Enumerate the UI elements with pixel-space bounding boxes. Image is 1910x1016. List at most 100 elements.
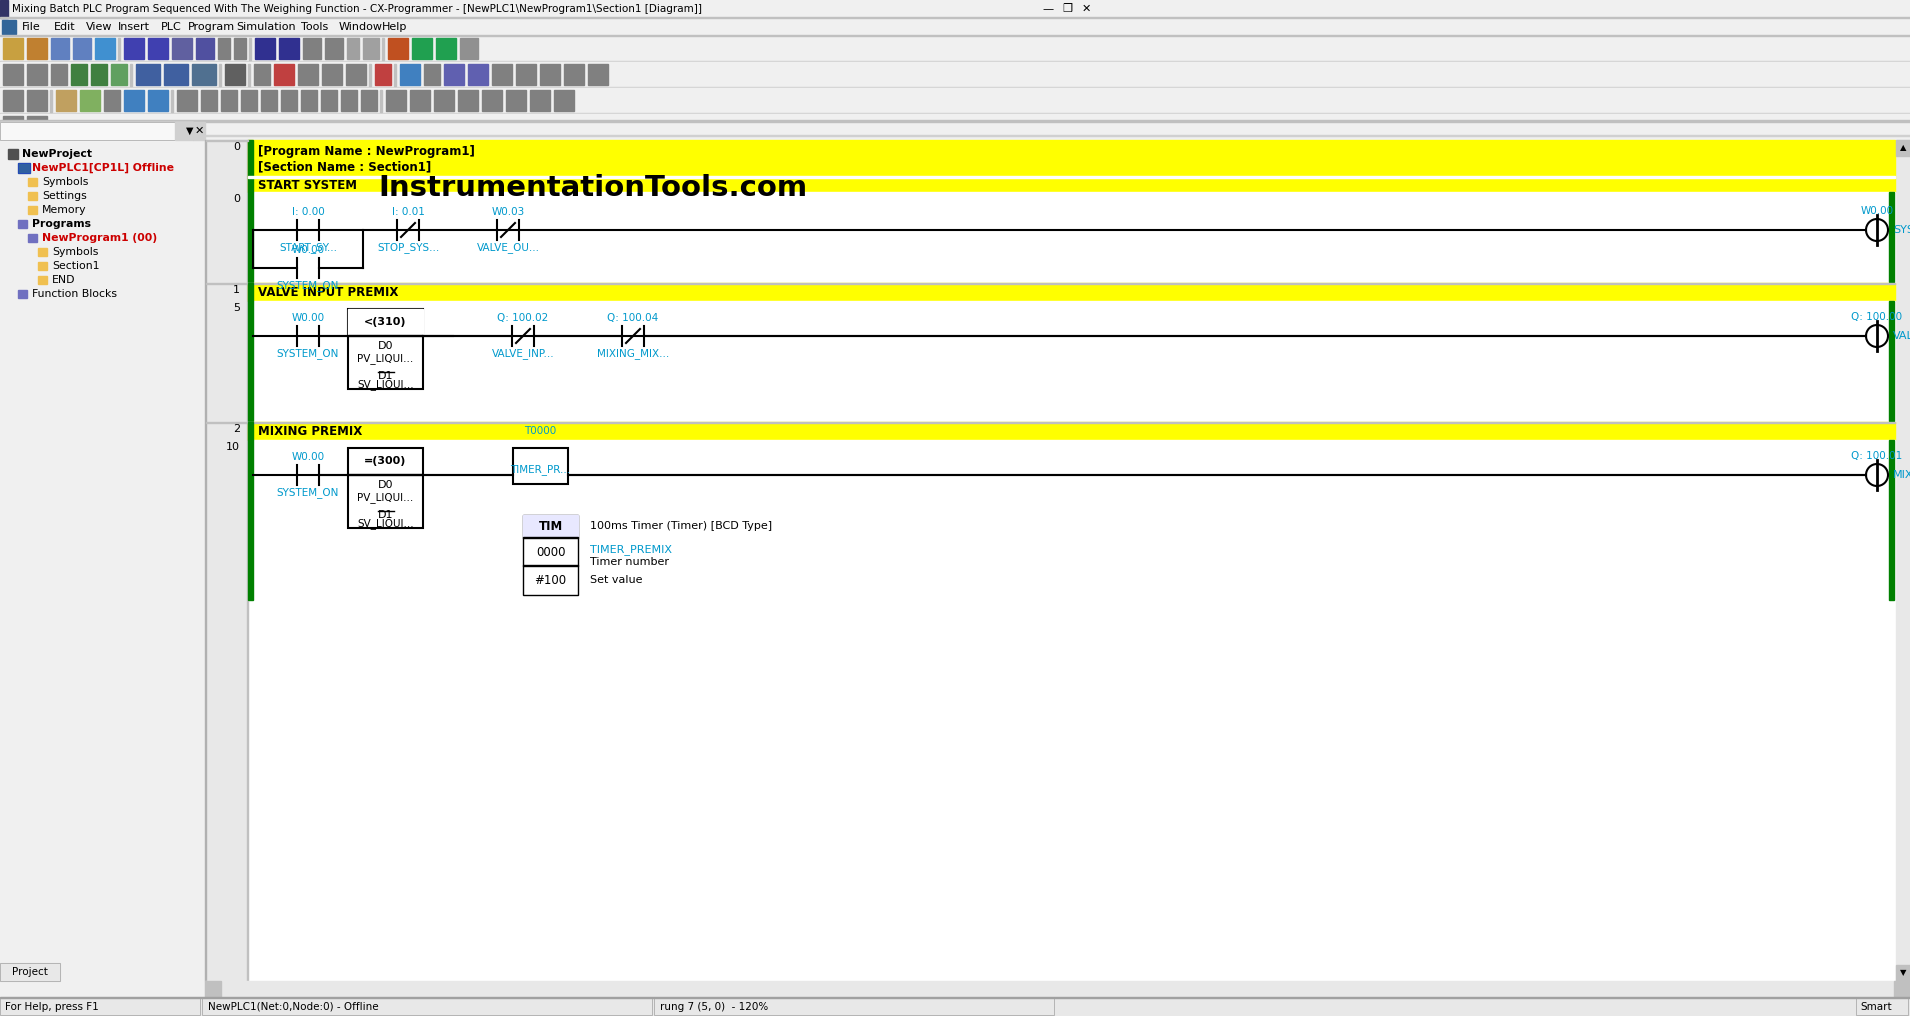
Bar — [1889, 440, 1895, 600]
Text: END: END — [52, 275, 76, 285]
Bar — [164, 64, 187, 85]
Bar — [0, 0, 1910, 18]
Bar — [523, 515, 579, 595]
Bar — [38, 262, 48, 270]
Text: START SYSTEM: START SYSTEM — [258, 179, 357, 192]
Bar — [348, 309, 422, 335]
Bar — [204, 981, 1910, 997]
Bar — [516, 64, 537, 85]
Bar — [27, 64, 48, 85]
Bar — [248, 176, 1895, 178]
Text: Mixing Batch PLC Program Sequenced With The Weighing Function - CX-Programmer - : Mixing Batch PLC Program Sequenced With … — [11, 4, 703, 14]
Bar — [248, 422, 252, 440]
Bar — [468, 64, 487, 85]
Bar — [281, 90, 296, 111]
Bar — [0, 114, 1910, 136]
Text: —: — — [1043, 4, 1054, 14]
Bar — [493, 64, 512, 85]
Bar — [8, 149, 17, 158]
Bar — [323, 64, 342, 85]
Text: Simulation: Simulation — [237, 22, 296, 31]
Text: SV_LIQUI...: SV_LIQUI... — [357, 518, 414, 529]
Bar — [1857, 998, 1908, 1015]
Bar — [348, 309, 422, 389]
Bar — [248, 422, 1895, 440]
Bar — [541, 64, 560, 85]
Text: Q: 100.00: Q: 100.00 — [1851, 312, 1902, 322]
Text: D1: D1 — [378, 510, 393, 520]
Text: SV_LIQUI...: SV_LIQUI... — [357, 380, 414, 390]
Bar — [0, 998, 201, 1015]
Text: Project: Project — [11, 967, 48, 977]
Text: T0000: T0000 — [525, 426, 556, 436]
Bar — [393, 64, 395, 86]
Text: I: 0.01: I: 0.01 — [392, 207, 424, 217]
Text: rung 7 (5, 0)  - 120%: rung 7 (5, 0) - 120% — [661, 1002, 768, 1012]
Text: ❒: ❒ — [1062, 4, 1072, 14]
Bar — [458, 90, 478, 111]
Text: Function Blocks: Function Blocks — [32, 289, 117, 299]
Text: 5: 5 — [233, 303, 241, 313]
Bar — [124, 38, 143, 59]
Bar — [588, 64, 607, 85]
Bar — [172, 90, 174, 112]
Bar — [248, 64, 250, 86]
Bar — [147, 38, 168, 59]
Bar — [321, 90, 336, 111]
Text: Smart: Smart — [1860, 1002, 1891, 1012]
Bar — [103, 90, 120, 111]
Bar — [17, 220, 27, 228]
Bar — [118, 38, 120, 60]
Bar — [0, 88, 1910, 114]
Bar — [29, 178, 36, 186]
Text: For Help, press F1: For Help, press F1 — [6, 1002, 99, 1012]
Text: MIXING PREMIX: MIXING PREMIX — [258, 425, 363, 438]
Text: ▼: ▼ — [185, 126, 193, 136]
Bar — [304, 38, 321, 59]
Text: Insert: Insert — [118, 22, 151, 31]
Bar — [0, 120, 1910, 122]
Text: START_SY...: START_SY... — [279, 242, 336, 253]
Text: MIXING_PREMIX: MIXING_PREMIX — [1893, 469, 1910, 481]
Text: W0.00: W0.00 — [1860, 206, 1893, 216]
Bar — [204, 981, 222, 997]
Bar — [506, 90, 525, 111]
Bar — [4, 38, 23, 59]
Bar — [52, 64, 67, 85]
Text: W0.00: W0.00 — [292, 452, 325, 462]
Bar — [52, 38, 69, 59]
Bar — [202, 998, 651, 1015]
Bar — [124, 90, 143, 111]
Text: D0: D0 — [378, 480, 393, 490]
Text: Symbols: Symbols — [52, 247, 99, 257]
Text: File: File — [23, 22, 40, 31]
Bar — [248, 440, 1895, 600]
Bar — [0, 140, 204, 981]
Text: SYSTEM_ON: SYSTEM_ON — [277, 348, 340, 359]
Bar — [248, 38, 250, 60]
Bar — [17, 163, 31, 173]
Bar — [248, 140, 252, 192]
Bar — [96, 38, 115, 59]
Bar — [201, 90, 218, 111]
Bar — [241, 90, 258, 111]
Text: NewProject: NewProject — [23, 149, 92, 158]
Bar — [279, 38, 300, 59]
Bar — [235, 38, 246, 59]
Bar — [254, 64, 269, 85]
Text: Q: 100.04: Q: 100.04 — [607, 313, 659, 323]
Bar — [0, 963, 59, 981]
Bar — [1897, 965, 1910, 981]
Text: 0: 0 — [233, 142, 241, 152]
Bar — [273, 64, 294, 85]
Text: ▲: ▲ — [1900, 143, 1906, 152]
Bar — [178, 90, 197, 111]
Bar — [481, 90, 502, 111]
Text: Edit: Edit — [53, 22, 76, 31]
Bar — [348, 448, 422, 528]
Text: W0.03: W0.03 — [491, 207, 525, 217]
Text: W0.00: W0.00 — [292, 313, 325, 323]
Bar — [248, 301, 252, 421]
Bar — [38, 276, 48, 284]
Bar — [4, 116, 23, 133]
